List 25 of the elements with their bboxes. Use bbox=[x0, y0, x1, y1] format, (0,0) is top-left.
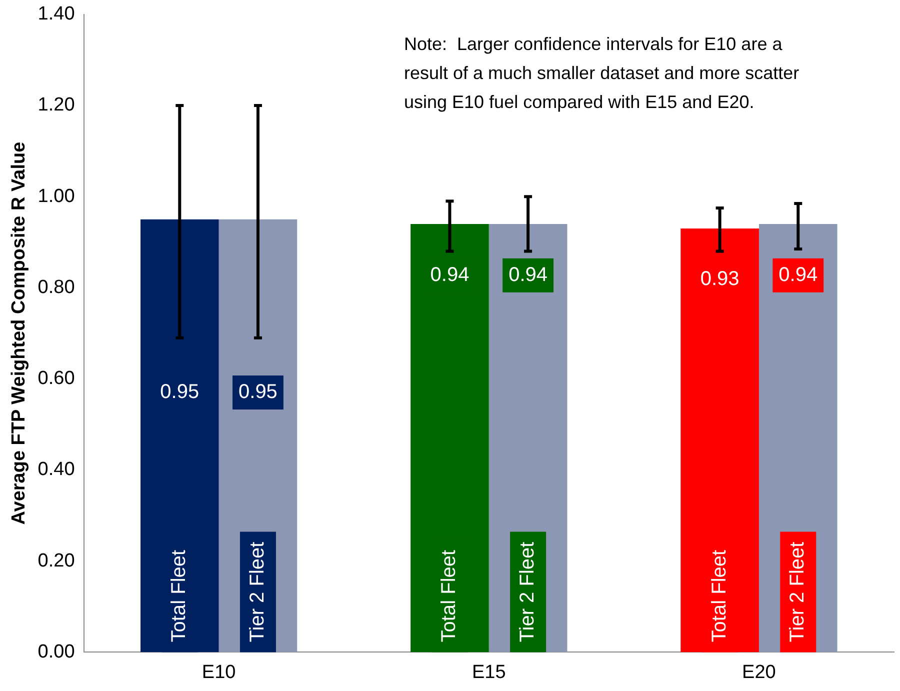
y-tick-label: 0.40 bbox=[38, 459, 75, 480]
y-tick-label: 0.00 bbox=[38, 641, 75, 662]
text: Total Fleet bbox=[438, 550, 460, 642]
data-label: 0.95 bbox=[160, 381, 200, 404]
y-tick-label: 0.60 bbox=[38, 368, 75, 390]
text: Total Fleet bbox=[708, 550, 730, 642]
x-tick-label: E10 bbox=[202, 662, 236, 683]
text: Tier 2 Fleet bbox=[786, 542, 809, 642]
x-tick-label: E20 bbox=[742, 662, 776, 683]
data-label: 0.94 bbox=[778, 264, 818, 286]
annotation: Note: Larger confidence intervals for E10 are a result of a much smaller dataset and more scatter using E10 fuel compared with E15 and E20. bbox=[404, 34, 800, 112]
data-label: 0.95 bbox=[238, 381, 278, 404]
y-tick-label: 1.40 bbox=[38, 4, 75, 25]
y-tick-label: 0.20 bbox=[38, 550, 75, 572]
y-tick-label: 1.00 bbox=[38, 186, 75, 207]
series-label: Total Fleet bbox=[168, 549, 190, 642]
y-axis-title: Average FTP Weighted Composite R Value bbox=[8, 142, 30, 525]
x-tick-label: E15 bbox=[472, 662, 506, 683]
y-tick-label: 1.20 bbox=[38, 94, 75, 116]
data-label: 0.93 bbox=[700, 268, 740, 290]
text: Tier 2 Fleet bbox=[516, 542, 539, 642]
series-label: Tier 2 Fleet bbox=[246, 541, 268, 642]
y-tick-label: 0.80 bbox=[38, 276, 75, 298]
data-label: 0.94 bbox=[508, 264, 548, 286]
data-label: 0.94 bbox=[430, 264, 470, 286]
